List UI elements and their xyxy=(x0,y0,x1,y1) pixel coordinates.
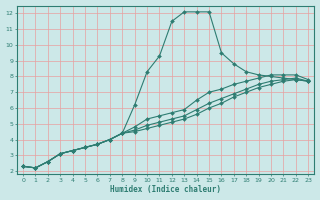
X-axis label: Humidex (Indice chaleur): Humidex (Indice chaleur) xyxy=(110,185,221,194)
